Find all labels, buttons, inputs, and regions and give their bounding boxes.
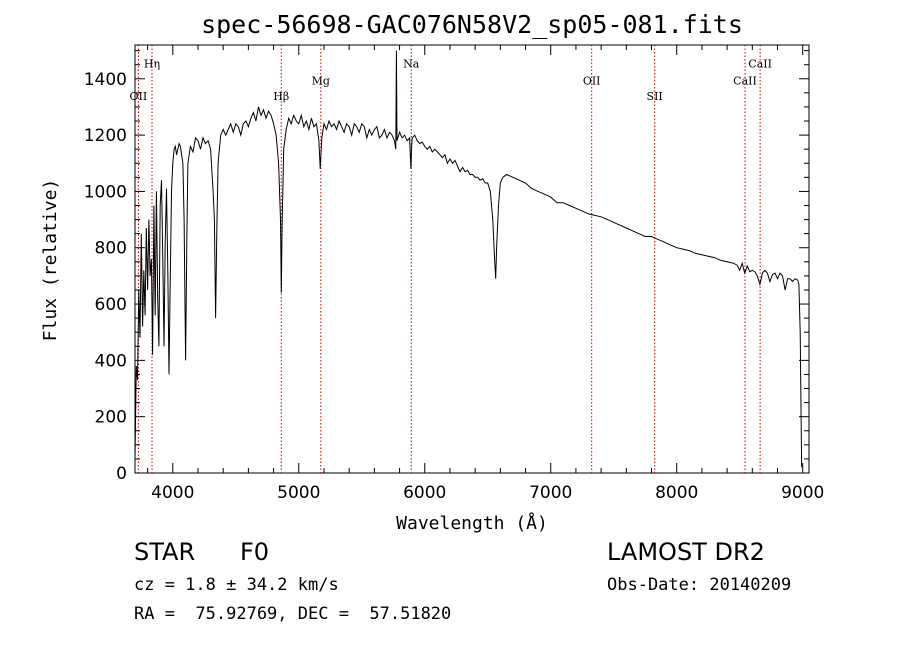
x-tick-label: 6000 bbox=[403, 483, 446, 503]
x-tick-label: 8000 bbox=[655, 483, 698, 503]
y-tick-label: 1400 bbox=[84, 70, 127, 90]
marker-label: Na bbox=[403, 58, 420, 71]
marker-label: CaII bbox=[733, 74, 757, 87]
spectrum-line bbox=[134, 50, 803, 468]
marker-label: CaII bbox=[748, 58, 772, 71]
redshift-velocity: cz = 1.8 ± 34.2 km/s bbox=[134, 575, 339, 595]
x-tick-label: 9000 bbox=[781, 483, 824, 503]
y-tick-label: 400 bbox=[95, 351, 127, 371]
chart-title: spec-56698-GAC076N58V2_sp05-081.fits bbox=[201, 10, 743, 39]
ra-dec-coordinates: RA = 75.92769, DEC = 57.51820 bbox=[134, 604, 452, 624]
y-tick-label: 600 bbox=[95, 295, 127, 315]
y-tick-label: 800 bbox=[95, 239, 127, 259]
spectral-line-markers: OII Hη Hβ Mg Na OII SII CaII CaII bbox=[130, 45, 772, 473]
object-subclass: F0 bbox=[240, 538, 270, 566]
marker-label: Mg bbox=[312, 74, 330, 87]
axis-ticks bbox=[135, 45, 809, 474]
marker-label: Hβ bbox=[273, 90, 289, 103]
marker-label: SII bbox=[647, 90, 663, 103]
y-tick-label: 1000 bbox=[84, 182, 127, 202]
y-axis-label: Flux (relative) bbox=[40, 179, 61, 342]
x-tick-label: 4000 bbox=[151, 483, 194, 503]
x-tick-labels: 4000 5000 6000 7000 8000 9000 bbox=[151, 483, 824, 503]
y-tick-labels: 0 200 400 600 800 1000 1200 1400 bbox=[84, 70, 127, 484]
observation-date: Obs-Date: 20140209 bbox=[607, 575, 792, 595]
marker-label: OII bbox=[130, 90, 148, 103]
y-tick-label: 200 bbox=[95, 408, 127, 428]
x-axis-label: Wavelength (Å) bbox=[396, 512, 548, 534]
marker-label: OII bbox=[583, 74, 601, 87]
marker-label: Hη bbox=[144, 58, 160, 71]
y-tick-label: 0 bbox=[116, 464, 127, 484]
x-tick-label: 5000 bbox=[277, 483, 320, 503]
object-class: STAR bbox=[134, 538, 196, 566]
plot-frame bbox=[134, 44, 810, 474]
y-tick-label: 1200 bbox=[84, 126, 127, 146]
survey-name: LAMOST DR2 bbox=[607, 538, 765, 566]
x-tick-label: 7000 bbox=[529, 483, 572, 503]
